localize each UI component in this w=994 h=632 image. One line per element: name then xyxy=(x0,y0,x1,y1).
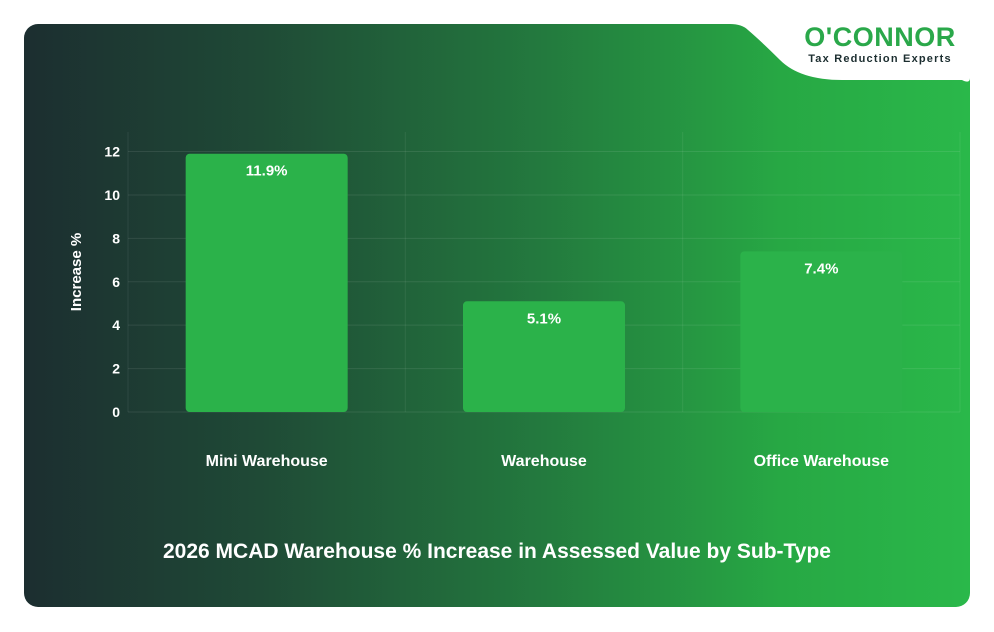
brand-name: O'CONNOR xyxy=(804,22,956,52)
x-tick-label: Office Warehouse xyxy=(754,453,890,470)
x-tick-label: Mini Warehouse xyxy=(206,453,328,470)
y-tick-label: 2 xyxy=(112,361,120,377)
y-axis-label: Increase % xyxy=(68,233,85,311)
bar-mini-warehouse xyxy=(185,153,348,412)
y-tick-label: 12 xyxy=(104,144,120,160)
brand-logo: O'CONNOR Tax Reduction Experts xyxy=(785,22,975,70)
y-tick-label: 0 xyxy=(112,404,120,420)
chart-labels: 0 2 4 6 8 10 12 11.9% Mini Warehouse 5.1% Warehous… xyxy=(104,144,889,470)
y-tick-label: 4 xyxy=(112,317,120,333)
data-label: 7.4% xyxy=(804,260,838,277)
y-tick-label: 8 xyxy=(112,230,120,246)
data-label: 11.9% xyxy=(246,163,288,180)
chart-title: 2026 MCAD Warehouse % Increase in Assess… xyxy=(163,540,831,563)
brand-tagline: Tax Reduction Experts xyxy=(808,53,952,65)
y-tick-label: 6 xyxy=(112,274,120,290)
bar-office-warehouse xyxy=(740,251,903,412)
y-tick-label: 10 xyxy=(104,187,120,203)
x-tick-label: Warehouse xyxy=(501,453,587,470)
data-label: 5.1% xyxy=(527,310,561,327)
bar-warehouse xyxy=(463,301,625,412)
chart-bars xyxy=(185,153,903,412)
